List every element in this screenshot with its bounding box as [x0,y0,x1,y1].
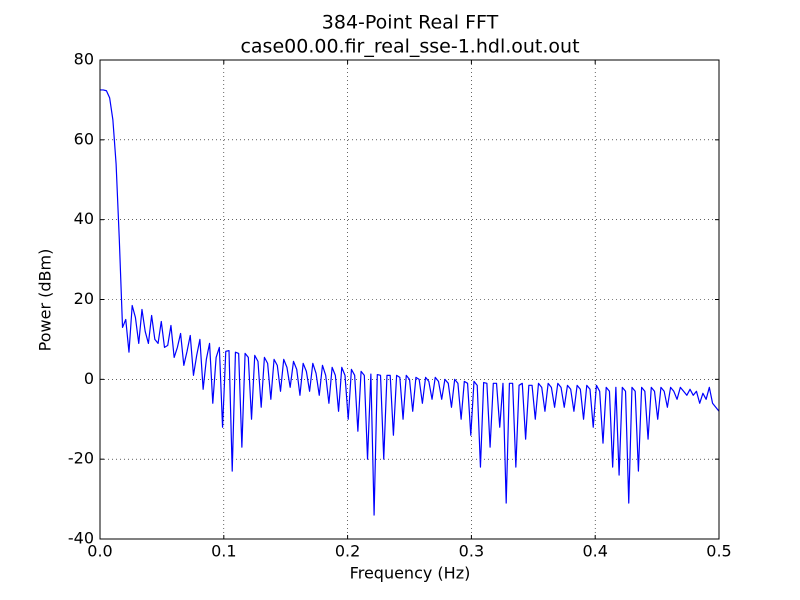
y-tick-label: 20 [74,289,94,308]
x-tick-label: 0.5 [706,542,731,561]
y-tick-label: -20 [68,449,94,468]
data-line [100,89,720,516]
plot-frame [99,59,720,540]
x-axis-label: Frequency (Hz) [350,564,471,583]
y-tick-label: -40 [68,529,94,548]
y-tick-label: 0 [84,369,94,388]
chart-title: 384-Point Real FFT [322,12,499,34]
x-tick-label: 0.0 [87,542,112,561]
x-tick-label: 0.4 [582,542,607,561]
x-tick-label: 0.2 [335,542,360,561]
y-tick-label: 40 [74,209,94,228]
x-tick-label: 0.1 [211,542,236,561]
chart-subtitle: case00.00.fir_real_sse-1.hdl.out.out [240,36,579,58]
y-tick-label: 60 [74,129,94,148]
y-tick-label: 80 [74,50,94,69]
x-tick-label: 0.3 [459,542,484,561]
y-axis-label: Power (dBm) [36,249,55,352]
